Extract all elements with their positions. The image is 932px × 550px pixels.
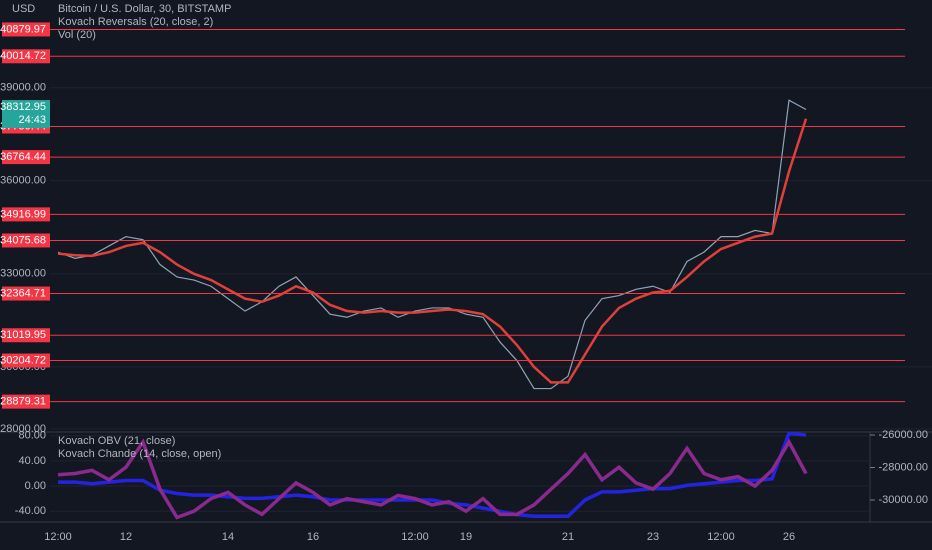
last-price: 38312.95 bbox=[0, 101, 46, 113]
level-label-bg bbox=[2, 394, 50, 409]
legend-entry: Kovach Reversals (20, close, 2) bbox=[58, 16, 213, 28]
y-tick-label: 36000.00 bbox=[0, 175, 46, 187]
legend-entry: Bitcoin / U.S. Dollar, 30, BITSTAMP bbox=[58, 3, 231, 15]
level-label: 28879.31 bbox=[0, 396, 46, 408]
level-label: 40014.72 bbox=[0, 50, 46, 62]
y-tick-label: 39000.00 bbox=[0, 82, 46, 94]
y2-tick-label: -26000.00 bbox=[878, 429, 928, 441]
legend-entry: Vol (20) bbox=[58, 29, 96, 41]
y-tick-label: 80.00 bbox=[18, 430, 46, 442]
series-line bbox=[57, 438, 808, 520]
legend-entry: Kovach Chande (14, close, open) bbox=[58, 448, 221, 460]
level-label-bg bbox=[2, 353, 50, 368]
series-line bbox=[58, 431, 807, 519]
level-label-bg bbox=[2, 22, 50, 37]
y-tick-label: -40.00 bbox=[15, 505, 46, 517]
countdown: 24:43 bbox=[18, 114, 46, 126]
x-tick-label: 12:00 bbox=[44, 531, 72, 543]
x-tick-label: 12 bbox=[120, 531, 132, 543]
y-tick-label: 0.00 bbox=[25, 480, 46, 492]
level-label: 36764.44 bbox=[0, 151, 46, 163]
series-line bbox=[57, 118, 808, 384]
level-label-bg bbox=[2, 207, 50, 222]
level-label: 32364.71 bbox=[0, 287, 46, 299]
level-label-bg bbox=[2, 49, 50, 64]
level-label: 31019.95 bbox=[0, 329, 46, 341]
level-label-bg bbox=[2, 233, 50, 248]
x-tick-label: 23 bbox=[647, 531, 659, 543]
level-label: 40879.97 bbox=[0, 23, 46, 35]
legend-entry: Kovach OBV (21, close) bbox=[58, 435, 175, 447]
level-label-bg bbox=[2, 286, 50, 301]
y-tick-label: 28000.00 bbox=[0, 423, 46, 435]
x-tick-label: 16 bbox=[307, 531, 319, 543]
level-label: 34916.99 bbox=[0, 208, 46, 220]
x-tick-label: 14 bbox=[222, 531, 234, 543]
last-price-bg bbox=[2, 100, 50, 129]
x-tick-label: 21 bbox=[562, 531, 574, 543]
x-tick-label: 12:00 bbox=[401, 531, 429, 543]
level-label-bg bbox=[2, 328, 50, 343]
x-tick-label: 19 bbox=[460, 531, 472, 543]
level-label: 34075.68 bbox=[0, 234, 46, 246]
level-label-bg bbox=[2, 150, 50, 165]
series-line bbox=[57, 99, 807, 390]
x-tick-label: 26 bbox=[783, 531, 795, 543]
y2-tick-label: -28000.00 bbox=[878, 461, 928, 473]
y2-tick-label: -30000.00 bbox=[878, 494, 928, 506]
y-tick-label: 33000.00 bbox=[0, 268, 46, 280]
y-tick-label: 40.00 bbox=[18, 455, 46, 467]
currency: USD bbox=[12, 3, 35, 15]
x-tick-label: 12:00 bbox=[707, 531, 735, 543]
level-label: 30204.72 bbox=[0, 354, 46, 366]
